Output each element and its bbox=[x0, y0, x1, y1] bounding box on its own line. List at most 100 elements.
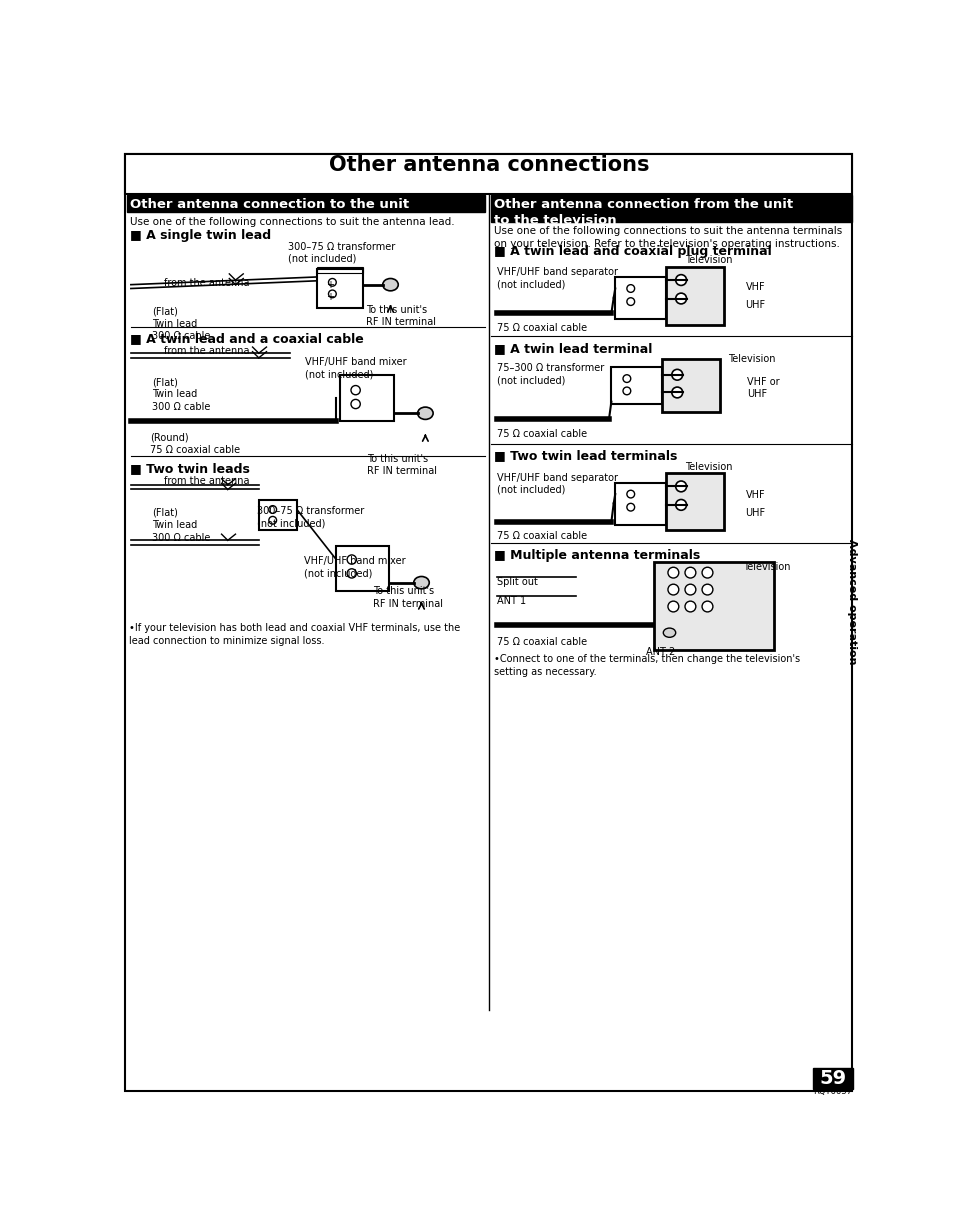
Text: ■ Multiple antenna terminals: ■ Multiple antenna terminals bbox=[494, 549, 700, 562]
Bar bbox=[491, 196, 852, 223]
Text: (Flat)
Twin lead
300 Ω cable: (Flat) Twin lead 300 Ω cable bbox=[152, 378, 210, 412]
Circle shape bbox=[622, 387, 630, 395]
Text: 75 Ω coaxial cable: 75 Ω coaxial cable bbox=[497, 323, 586, 333]
Text: ■ Two twin leads: ■ Two twin leads bbox=[130, 461, 250, 475]
Circle shape bbox=[667, 601, 679, 611]
Text: VHF or
UHF: VHF or UHF bbox=[746, 378, 779, 400]
Text: VHF/UHF band separator
(not included): VHF/UHF band separator (not included) bbox=[497, 267, 617, 289]
Text: 75 Ω coaxial cable: 75 Ω coaxial cable bbox=[497, 428, 586, 439]
Text: 75 Ω coaxial cable: 75 Ω coaxial cable bbox=[497, 637, 586, 647]
Bar bbox=[335, 546, 389, 592]
Circle shape bbox=[351, 400, 360, 408]
Text: Split out: Split out bbox=[497, 577, 537, 587]
Text: 300–75 Ω transformer
(not included): 300–75 Ω transformer (not included) bbox=[288, 241, 395, 264]
Text: (Round)
75 Ω coaxial cable: (Round) 75 Ω coaxial cable bbox=[150, 433, 240, 455]
Circle shape bbox=[675, 274, 686, 285]
Ellipse shape bbox=[417, 407, 433, 419]
Bar bbox=[340, 375, 394, 421]
Text: To this unit's
RF IN terminal: To this unit's RF IN terminal bbox=[373, 587, 443, 609]
Text: ANT 2: ANT 2 bbox=[645, 647, 675, 657]
Circle shape bbox=[347, 568, 356, 578]
Text: (Flat)
Twin lead
300 Ω cable: (Flat) Twin lead 300 Ω cable bbox=[152, 306, 210, 341]
Circle shape bbox=[328, 278, 335, 287]
Circle shape bbox=[684, 601, 695, 611]
Circle shape bbox=[684, 584, 695, 595]
Text: 75–300 Ω transformer
(not included): 75–300 Ω transformer (not included) bbox=[497, 363, 603, 385]
Circle shape bbox=[667, 584, 679, 595]
Bar bbox=[316, 267, 363, 273]
Text: VHF: VHF bbox=[744, 491, 764, 501]
Ellipse shape bbox=[382, 278, 397, 290]
Text: 59: 59 bbox=[819, 1069, 845, 1089]
Text: (Flat)
Twin lead
300 Ω cable: (Flat) Twin lead 300 Ω cable bbox=[152, 508, 210, 542]
Text: Use one of the following connections to suit the antenna lead.: Use one of the following connections to … bbox=[130, 216, 455, 226]
Bar bbox=[661, 359, 720, 412]
Circle shape bbox=[626, 298, 634, 305]
Circle shape bbox=[675, 293, 686, 304]
Text: ■ Two twin lead terminals: ■ Two twin lead terminals bbox=[494, 449, 677, 462]
Bar bbox=[615, 482, 665, 525]
Text: from the antenna: from the antenna bbox=[164, 278, 250, 289]
Text: Television: Television bbox=[684, 461, 732, 472]
Text: +: + bbox=[326, 292, 334, 301]
Ellipse shape bbox=[414, 577, 429, 589]
Circle shape bbox=[675, 499, 686, 510]
Circle shape bbox=[671, 387, 682, 397]
Bar bbox=[125, 154, 852, 194]
Text: Other antenna connection to the unit: Other antenna connection to the unit bbox=[130, 198, 409, 210]
Bar bbox=[665, 267, 723, 325]
Text: VHF/UHF band separator
(not included): VHF/UHF band separator (not included) bbox=[497, 472, 617, 494]
Text: ■ A single twin lead: ■ A single twin lead bbox=[130, 229, 271, 242]
Text: •If your television has both lead and coaxial VHF terminals, use the
lead connec: •If your television has both lead and co… bbox=[129, 624, 459, 646]
Text: RQT6637: RQT6637 bbox=[812, 1087, 851, 1096]
Text: Television: Television bbox=[742, 562, 790, 572]
Circle shape bbox=[622, 375, 630, 383]
Bar bbox=[316, 269, 363, 308]
Text: Television: Television bbox=[727, 354, 774, 364]
Circle shape bbox=[626, 503, 634, 510]
Circle shape bbox=[328, 290, 335, 298]
Text: ■ A twin lead and coaxial plug terminal: ■ A twin lead and coaxial plug terminal bbox=[494, 245, 771, 257]
Circle shape bbox=[347, 555, 356, 565]
Text: ANT 1: ANT 1 bbox=[497, 595, 525, 605]
Text: Other antenna connections: Other antenna connections bbox=[329, 155, 648, 176]
Circle shape bbox=[626, 284, 634, 293]
Bar bbox=[665, 472, 723, 530]
Text: from the antenna: from the antenna bbox=[164, 347, 250, 357]
Bar bbox=[812, 1068, 852, 1090]
Text: Use one of the following connections to suit the antenna terminals
on your telev: Use one of the following connections to … bbox=[494, 226, 841, 248]
Text: Advanced operation: Advanced operation bbox=[846, 539, 857, 664]
Bar bbox=[611, 367, 661, 403]
Text: from the antenna: from the antenna bbox=[164, 476, 250, 486]
Bar bbox=[615, 277, 665, 320]
Circle shape bbox=[671, 369, 682, 380]
Text: 75 Ω coaxial cable: 75 Ω coaxial cable bbox=[497, 531, 586, 541]
Text: UHF: UHF bbox=[744, 508, 764, 518]
Ellipse shape bbox=[662, 629, 675, 637]
Circle shape bbox=[701, 567, 712, 578]
Bar bbox=[258, 501, 297, 530]
Text: +: + bbox=[326, 280, 334, 290]
Circle shape bbox=[351, 385, 360, 395]
Text: Television: Television bbox=[684, 256, 732, 266]
Text: To this unit's
RF IN terminal: To this unit's RF IN terminal bbox=[367, 454, 436, 476]
Circle shape bbox=[269, 506, 276, 513]
Text: VHF/UHF band mixer
(not included): VHF/UHF band mixer (not included) bbox=[303, 556, 405, 578]
Circle shape bbox=[684, 567, 695, 578]
Circle shape bbox=[269, 517, 276, 524]
Text: VHF/UHF band mixer
(not included): VHF/UHF band mixer (not included) bbox=[305, 357, 406, 379]
Text: ■ A twin lead and a coaxial cable: ■ A twin lead and a coaxial cable bbox=[130, 332, 363, 346]
Text: •Connect to one of the terminals, then change the television's
setting as necess: •Connect to one of the terminals, then c… bbox=[493, 654, 799, 676]
Circle shape bbox=[626, 491, 634, 498]
Circle shape bbox=[701, 584, 712, 595]
Bar bbox=[127, 196, 484, 213]
Bar bbox=[654, 562, 773, 651]
Text: To this unit's
RF IN terminal: To this unit's RF IN terminal bbox=[365, 305, 436, 327]
Text: Other antenna connection from the unit
to the television: Other antenna connection from the unit t… bbox=[494, 198, 793, 226]
Text: VHF: VHF bbox=[744, 283, 764, 293]
Text: ■ A twin lead terminal: ■ A twin lead terminal bbox=[494, 342, 652, 354]
Text: UHF: UHF bbox=[744, 300, 764, 310]
Circle shape bbox=[667, 567, 679, 578]
Circle shape bbox=[701, 601, 712, 611]
Text: 300–75 Ω transformer
(not included): 300–75 Ω transformer (not included) bbox=[257, 507, 364, 529]
